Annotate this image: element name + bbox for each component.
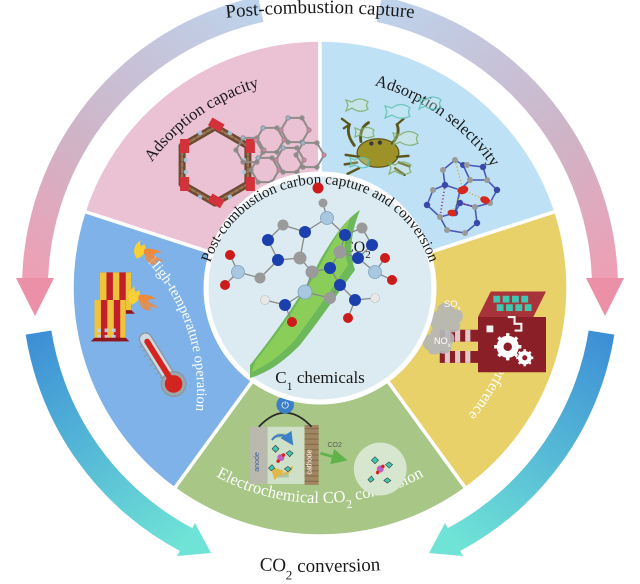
svg-text:Post-combustion capture: Post-combustion capture bbox=[224, 0, 415, 23]
svg-text:CO2 conversion: CO2 conversion bbox=[259, 554, 381, 582]
svg-text:cathode: cathode bbox=[307, 449, 314, 474]
svg-text:CO2: CO2 bbox=[327, 442, 342, 449]
svg-text:⏻: ⏻ bbox=[281, 400, 289, 411]
svg-text:anode: anode bbox=[254, 452, 261, 472]
